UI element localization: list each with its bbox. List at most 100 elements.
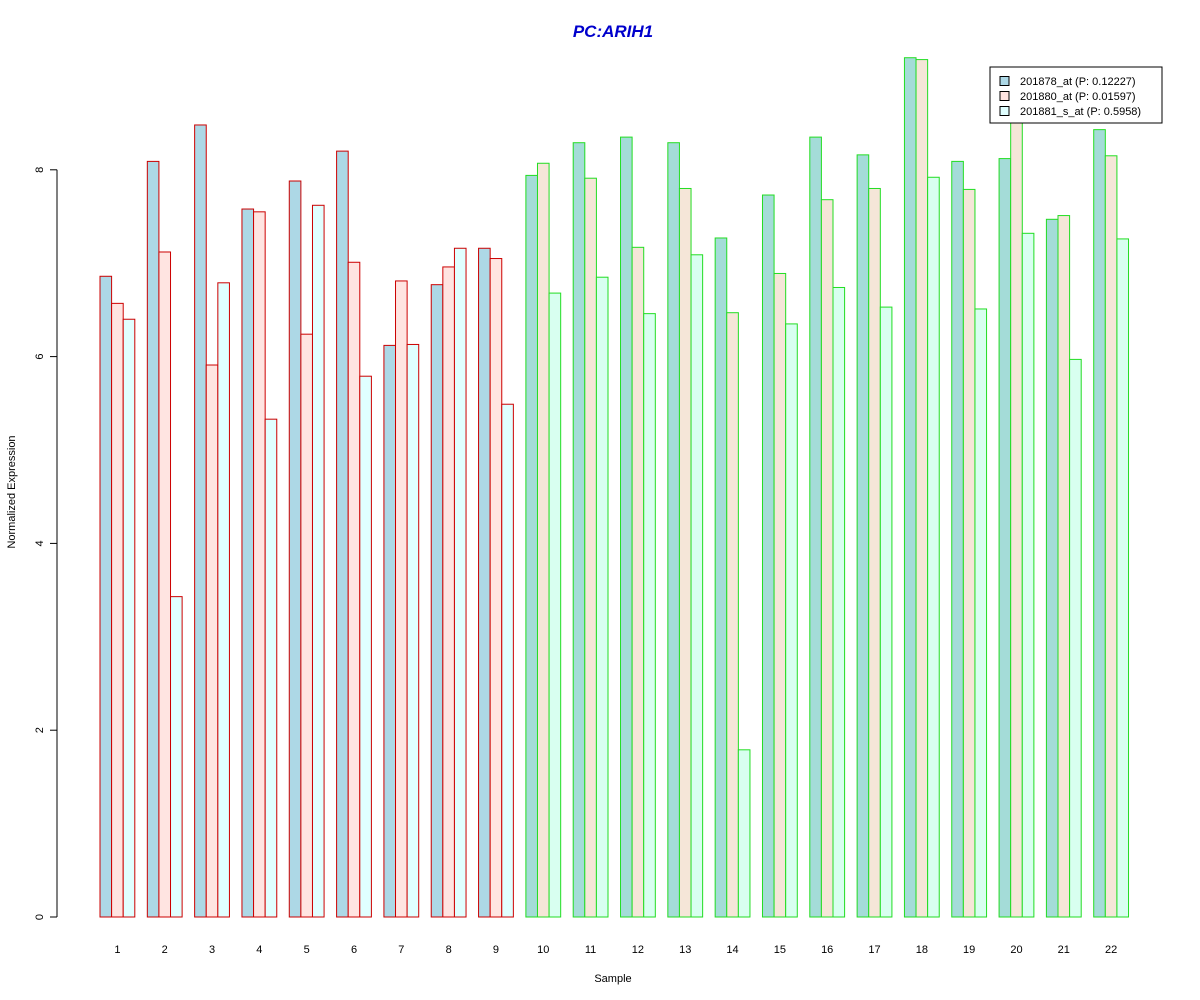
x-tick-label: 22 <box>1105 944 1117 956</box>
x-axis-label: Sample <box>594 973 631 985</box>
bar <box>406 343 420 918</box>
bar <box>903 57 917 918</box>
bar <box>1104 155 1118 918</box>
bar <box>253 211 266 918</box>
bar <box>962 188 976 918</box>
bar <box>122 318 136 918</box>
x-tick-label: 6 <box>351 944 357 956</box>
x-tick-label: 18 <box>916 944 928 956</box>
bar <box>1069 358 1082 918</box>
legend-entry: 201878_at (P: 0.12227) <box>1020 76 1136 88</box>
legend-swatch <box>999 76 1010 86</box>
bar <box>347 261 361 918</box>
bar <box>205 364 219 918</box>
bar <box>336 150 349 918</box>
bar <box>809 136 822 918</box>
x-tick-label: 15 <box>774 944 786 956</box>
x-tick-label: 9 <box>493 944 499 956</box>
x-tick-label: 7 <box>398 944 404 956</box>
bar <box>264 418 278 918</box>
x-tick-label: 20 <box>1010 944 1022 956</box>
bar <box>785 323 798 918</box>
x-tick-label: 8 <box>446 944 452 956</box>
x-tick-label: 11 <box>585 944 596 956</box>
bar <box>726 312 739 918</box>
bar <box>311 204 325 918</box>
bar <box>1021 232 1035 918</box>
bar <box>1057 215 1071 918</box>
bar <box>430 284 444 918</box>
bar <box>194 124 207 918</box>
bar <box>620 136 633 918</box>
y-tick-label: 2 <box>34 727 46 733</box>
x-tick-label: 16 <box>821 944 833 956</box>
bar <box>714 237 728 918</box>
bar <box>761 194 775 918</box>
y-axis-label: Normalized Expression <box>6 435 18 548</box>
x-tick-label: 3 <box>209 944 215 956</box>
x-tick-label: 2 <box>162 944 168 956</box>
bar <box>927 176 940 918</box>
bar <box>690 254 704 918</box>
legend-swatch <box>999 91 1010 101</box>
bar <box>820 199 834 918</box>
x-tick-label: 4 <box>256 944 262 956</box>
x-tick-label: 5 <box>304 944 310 956</box>
bar <box>170 596 183 918</box>
x-tick-labels: 1 2 3 4 5 6 7 8 9 10 11 12 13 14 15 16 17 18 19 20 21 22 <box>114 944 1117 956</box>
bar <box>737 749 751 918</box>
x-tick-label: 14 <box>726 944 738 956</box>
legend-entry: 201881_s_at (P: 0.5958) <box>1020 106 1141 118</box>
bar <box>879 306 893 918</box>
bar <box>998 158 1012 918</box>
bar <box>525 174 538 918</box>
bar <box>146 160 160 918</box>
bar <box>1045 218 1059 918</box>
bar <box>383 344 397 918</box>
x-tick-label: 12 <box>632 944 644 956</box>
bar <box>442 266 455 918</box>
bar <box>868 187 881 918</box>
bar <box>217 282 230 918</box>
bar <box>548 292 562 918</box>
bar <box>832 286 846 918</box>
x-tick-label: 1 <box>114 944 120 956</box>
bar <box>667 142 680 918</box>
bar <box>158 251 172 918</box>
y-tick-label: 8 <box>34 167 46 173</box>
bar <box>536 162 550 918</box>
bar <box>915 59 929 918</box>
bar <box>453 247 467 918</box>
y-tick-label: 0 <box>34 914 46 920</box>
bar <box>111 302 124 918</box>
bars <box>99 57 1130 918</box>
bar <box>631 246 645 918</box>
bar <box>359 375 372 918</box>
bar <box>1010 117 1023 918</box>
y-tick-label: 4 <box>34 540 46 546</box>
y-tick-label: 6 <box>34 354 46 360</box>
legend-swatch <box>999 106 1010 116</box>
chart-title: PC:ARIH1 <box>573 22 653 41</box>
bar <box>951 160 964 918</box>
bar <box>300 333 313 918</box>
y-axis: 0 2 4 6 8 <box>34 167 58 920</box>
bar <box>856 154 870 918</box>
legend: 201878_at (P: 0.12227) 201880_at (P: 0.01… <box>989 66 1163 124</box>
bar <box>643 313 656 918</box>
bar <box>1116 238 1130 918</box>
bar <box>1093 129 1106 918</box>
bar <box>489 258 503 918</box>
x-tick-label: 13 <box>679 944 691 956</box>
bar <box>974 308 988 918</box>
bar <box>288 180 302 918</box>
bar <box>395 280 408 918</box>
bar <box>678 187 692 918</box>
legend-box <box>989 66 1163 124</box>
bar <box>584 177 597 918</box>
x-tick-label: 17 <box>868 944 880 956</box>
bar <box>501 403 514 918</box>
bar <box>572 142 586 918</box>
bar <box>241 208 255 918</box>
